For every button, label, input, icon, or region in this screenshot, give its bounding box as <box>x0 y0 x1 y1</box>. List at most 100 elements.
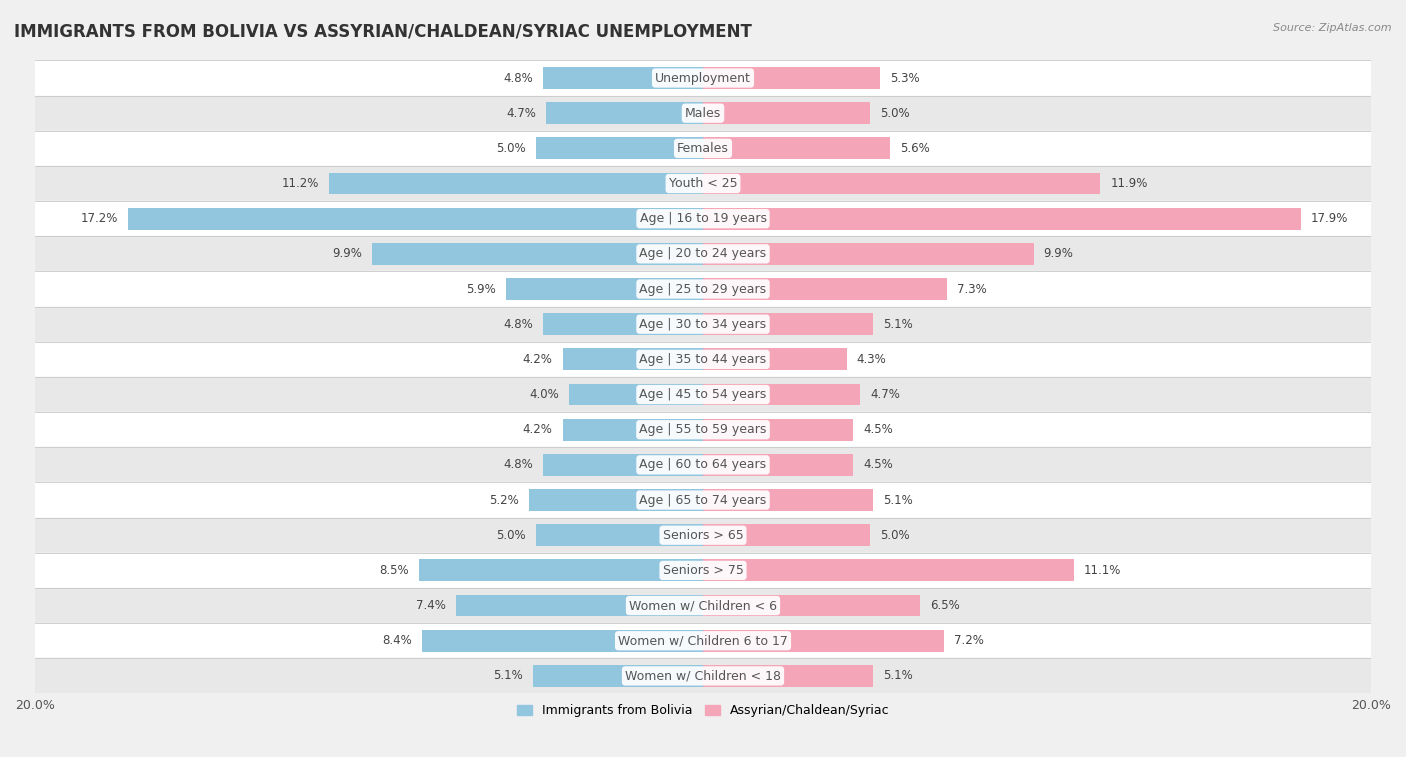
Text: 4.5%: 4.5% <box>863 459 893 472</box>
Bar <box>35 272 1371 307</box>
Bar <box>543 313 703 335</box>
Bar <box>703 384 860 406</box>
Text: 5.0%: 5.0% <box>880 528 910 542</box>
Text: Age | 65 to 74 years: Age | 65 to 74 years <box>640 494 766 506</box>
Text: 9.9%: 9.9% <box>1043 248 1074 260</box>
Bar <box>373 243 703 265</box>
Bar <box>35 131 1371 166</box>
Text: Males: Males <box>685 107 721 120</box>
Legend: Immigrants from Bolivia, Assyrian/Chaldean/Syriac: Immigrants from Bolivia, Assyrian/Chalde… <box>512 699 894 722</box>
Bar <box>456 595 703 616</box>
Text: Age | 55 to 59 years: Age | 55 to 59 years <box>640 423 766 436</box>
Bar <box>35 377 1371 412</box>
Text: 5.9%: 5.9% <box>467 282 496 295</box>
Bar <box>562 419 703 441</box>
Bar <box>703 313 873 335</box>
Text: Age | 30 to 34 years: Age | 30 to 34 years <box>640 318 766 331</box>
Text: 4.8%: 4.8% <box>503 318 533 331</box>
Text: 5.3%: 5.3% <box>890 71 920 85</box>
Text: Source: ZipAtlas.com: Source: ZipAtlas.com <box>1274 23 1392 33</box>
Bar <box>529 489 703 511</box>
Text: 4.8%: 4.8% <box>503 71 533 85</box>
Text: 5.1%: 5.1% <box>883 669 912 682</box>
Text: Seniors > 65: Seniors > 65 <box>662 528 744 542</box>
Text: 11.1%: 11.1% <box>1084 564 1121 577</box>
Bar <box>543 67 703 89</box>
Text: 11.2%: 11.2% <box>281 177 319 190</box>
Bar <box>536 525 703 546</box>
Text: 7.4%: 7.4% <box>416 599 446 612</box>
Bar <box>35 61 1371 95</box>
Bar <box>703 559 1074 581</box>
Text: 5.1%: 5.1% <box>883 494 912 506</box>
Bar <box>35 553 1371 588</box>
Bar <box>35 307 1371 341</box>
Bar <box>703 630 943 652</box>
Bar <box>35 588 1371 623</box>
Text: 4.8%: 4.8% <box>503 459 533 472</box>
Bar <box>35 482 1371 518</box>
Text: 7.2%: 7.2% <box>953 634 983 647</box>
Text: 4.2%: 4.2% <box>523 353 553 366</box>
Bar <box>703 525 870 546</box>
Text: 5.0%: 5.0% <box>496 528 526 542</box>
Bar <box>569 384 703 406</box>
Bar <box>703 138 890 159</box>
Text: 4.3%: 4.3% <box>856 353 886 366</box>
Bar <box>562 348 703 370</box>
Bar <box>419 559 703 581</box>
Text: 5.1%: 5.1% <box>883 318 912 331</box>
Text: 4.5%: 4.5% <box>863 423 893 436</box>
Text: Youth < 25: Youth < 25 <box>669 177 737 190</box>
Bar <box>703 419 853 441</box>
Text: 5.6%: 5.6% <box>900 142 929 155</box>
Bar <box>422 630 703 652</box>
Text: 5.2%: 5.2% <box>489 494 519 506</box>
Bar <box>703 489 873 511</box>
Bar <box>329 173 703 195</box>
Text: 5.0%: 5.0% <box>880 107 910 120</box>
Text: 4.0%: 4.0% <box>530 388 560 401</box>
Bar <box>703 243 1033 265</box>
Text: Women w/ Children < 6: Women w/ Children < 6 <box>628 599 778 612</box>
Bar <box>35 518 1371 553</box>
Text: Women w/ Children < 18: Women w/ Children < 18 <box>626 669 780 682</box>
Text: 4.2%: 4.2% <box>523 423 553 436</box>
Text: IMMIGRANTS FROM BOLIVIA VS ASSYRIAN/CHALDEAN/SYRIAC UNEMPLOYMENT: IMMIGRANTS FROM BOLIVIA VS ASSYRIAN/CHAL… <box>14 23 752 41</box>
Bar <box>35 623 1371 659</box>
Text: 5.1%: 5.1% <box>494 669 523 682</box>
Text: Age | 45 to 54 years: Age | 45 to 54 years <box>640 388 766 401</box>
Text: 4.7%: 4.7% <box>506 107 536 120</box>
Text: 5.0%: 5.0% <box>496 142 526 155</box>
Bar <box>35 236 1371 272</box>
Text: 17.9%: 17.9% <box>1310 212 1348 225</box>
Text: Females: Females <box>678 142 728 155</box>
Bar <box>703 173 1101 195</box>
Bar <box>536 138 703 159</box>
Text: Age | 16 to 19 years: Age | 16 to 19 years <box>640 212 766 225</box>
Bar <box>703 102 870 124</box>
Bar <box>703 67 880 89</box>
Bar <box>546 102 703 124</box>
Text: Age | 25 to 29 years: Age | 25 to 29 years <box>640 282 766 295</box>
Text: Seniors > 75: Seniors > 75 <box>662 564 744 577</box>
Text: 7.3%: 7.3% <box>957 282 987 295</box>
Text: 4.7%: 4.7% <box>870 388 900 401</box>
Bar <box>506 278 703 300</box>
Bar <box>703 454 853 476</box>
Bar <box>703 278 946 300</box>
Text: Age | 60 to 64 years: Age | 60 to 64 years <box>640 459 766 472</box>
Text: 8.4%: 8.4% <box>382 634 412 647</box>
Text: Age | 20 to 24 years: Age | 20 to 24 years <box>640 248 766 260</box>
Bar <box>128 207 703 229</box>
Bar <box>35 412 1371 447</box>
Text: 17.2%: 17.2% <box>82 212 118 225</box>
Bar <box>35 659 1371 693</box>
Text: 8.5%: 8.5% <box>380 564 409 577</box>
Bar <box>35 95 1371 131</box>
Bar <box>703 348 846 370</box>
Bar <box>533 665 703 687</box>
Bar <box>543 454 703 476</box>
Text: 6.5%: 6.5% <box>931 599 960 612</box>
Bar <box>703 207 1301 229</box>
